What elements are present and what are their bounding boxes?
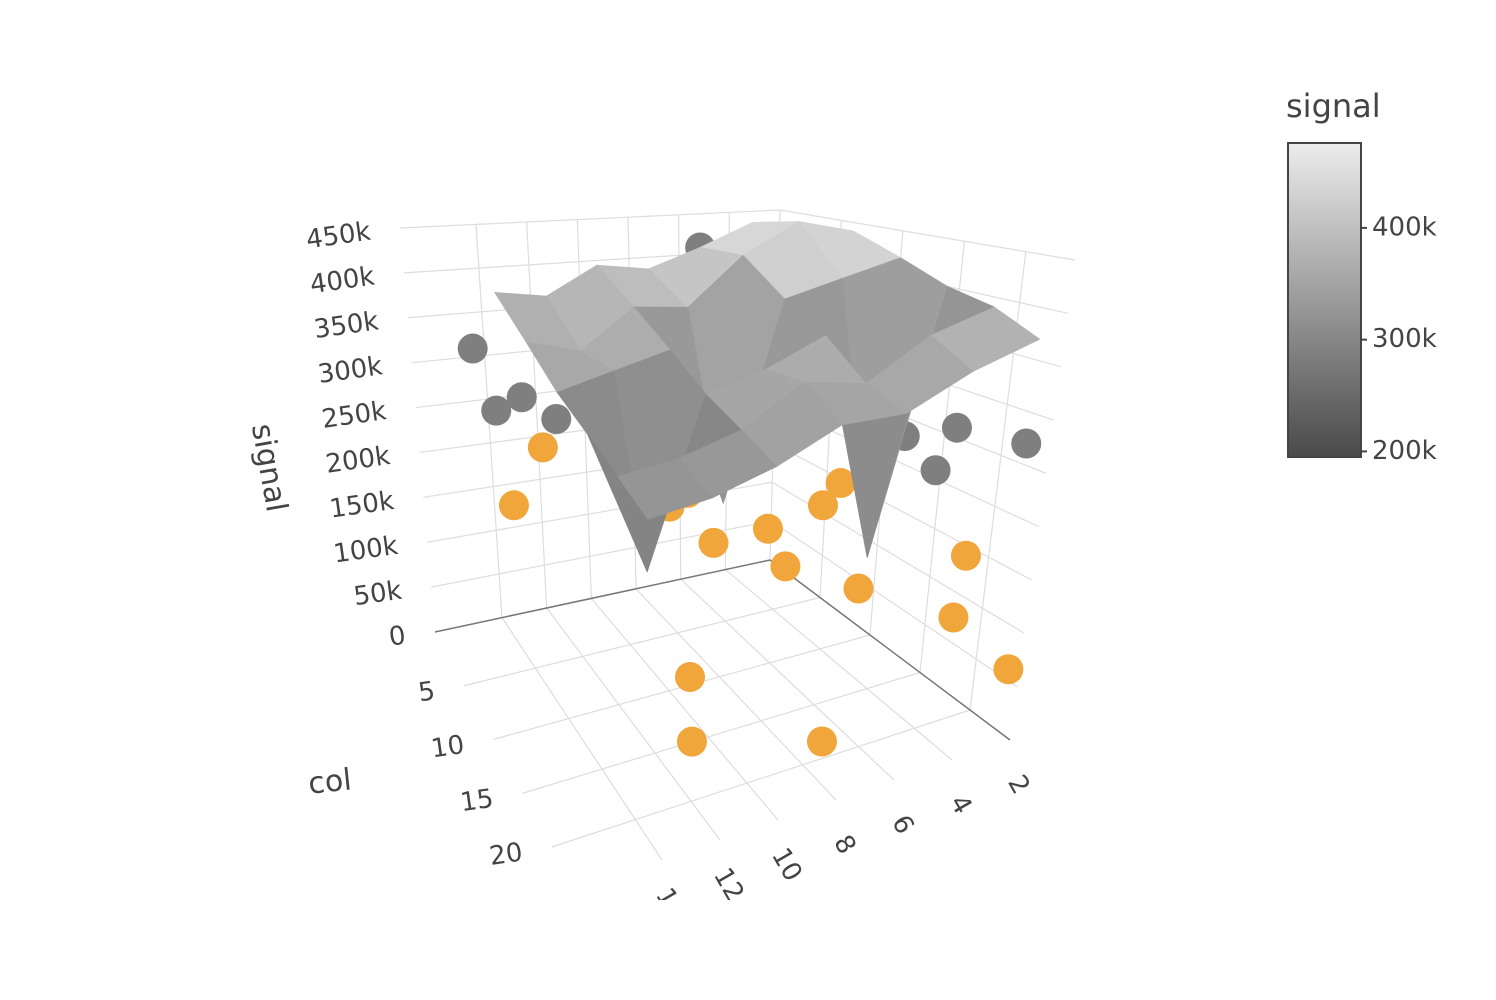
data-point — [675, 661, 706, 692]
data-point — [825, 468, 856, 499]
z-tick-label: 150k — [328, 486, 396, 525]
surface-patch — [617, 457, 713, 520]
colorbar-ticks: 200k 300k 400k — [1361, 212, 1437, 466]
data-point — [498, 490, 529, 521]
floor-grid-line — [680, 578, 895, 781]
data-point — [541, 404, 572, 435]
data-point — [938, 602, 969, 633]
data-point — [457, 333, 488, 364]
z-tick-label: 50k — [352, 576, 404, 612]
wall-grid-line — [773, 442, 1032, 581]
data-point — [752, 513, 783, 544]
colorbar-title: signal — [1286, 87, 1381, 125]
wall-grid-line — [779, 209, 1076, 261]
x-tick-label: 6 — [885, 810, 919, 839]
wall-grid-line — [770, 520, 1018, 688]
colorbar-tick-label: 300k — [1372, 324, 1437, 354]
z-tick-label: 200k — [324, 441, 392, 480]
colorbar-tick-label: 400k — [1372, 212, 1437, 242]
data-point — [1011, 428, 1042, 459]
data-point — [527, 432, 558, 463]
data-point — [843, 573, 874, 604]
data-point — [808, 490, 838, 521]
x-tick-label: 12 — [707, 863, 750, 907]
floor-grid-line — [551, 709, 971, 848]
y-tick-label: 10 — [429, 730, 466, 764]
colorbar-tick-label: 200k — [1372, 436, 1437, 466]
z-tick-label: 300k — [316, 351, 384, 390]
y-tick-label: 5 — [416, 676, 437, 708]
scene: 0 50k 100k 150k 200k 250k 300k 350k 400k 450k 5 10 1… — [244, 209, 1076, 927]
z-tick-label: 450k — [304, 217, 372, 256]
y-tick-label: 20 — [488, 838, 525, 872]
z-tick-label: 350k — [312, 306, 380, 345]
x-tick-label: 10 — [765, 843, 808, 887]
colorbar — [1287, 142, 1362, 458]
data-point — [806, 726, 837, 757]
wall-grid-line — [399, 209, 781, 229]
z-tick-label: 250k — [320, 396, 388, 435]
x-tick-label: 4 — [943, 790, 977, 819]
floor-grid-line — [522, 671, 921, 794]
y-axis-title: col — [307, 762, 354, 801]
data-point — [941, 412, 972, 443]
x-tick-label: 8 — [827, 830, 861, 859]
axis-line — [434, 559, 771, 633]
data-point — [698, 527, 729, 558]
floor-grid-line — [464, 596, 821, 687]
x-tick-label: 2 — [1001, 770, 1035, 799]
data-point — [993, 654, 1024, 685]
data-point — [950, 540, 981, 571]
data-point — [920, 455, 951, 486]
floor-grid-line — [724, 569, 953, 761]
data-point — [506, 382, 537, 413]
x-tick-label: 14 — [649, 883, 692, 927]
z-axis-title: signal — [244, 421, 294, 514]
z-tick-label: 400k — [308, 262, 376, 301]
y-tick-label: 15 — [458, 784, 495, 818]
z-tick-label: 0 — [387, 621, 408, 653]
wall-grid-line — [526, 221, 548, 609]
data-point — [676, 726, 707, 757]
z-tick-label: 100k — [332, 531, 400, 570]
data-point — [770, 551, 801, 582]
axis-line — [769, 559, 1011, 741]
data-point — [481, 395, 512, 426]
